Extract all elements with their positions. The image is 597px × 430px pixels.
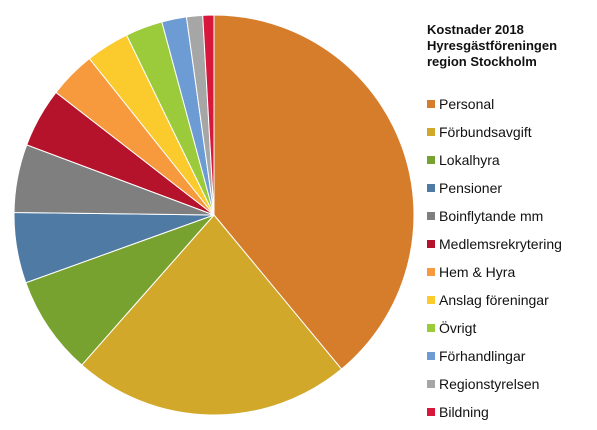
legend-swatch [427, 324, 435, 332]
legend-item: Pensioner [427, 174, 562, 202]
legend-label: Medlemsrekrytering [439, 236, 562, 252]
legend-swatch [427, 296, 435, 304]
legend-item: Lokalhyra [427, 146, 562, 174]
legend-swatch [427, 184, 435, 192]
legend-swatch [427, 240, 435, 248]
chart-legend: Personal Förbundsavgift Lokalhyra Pensioner… [427, 90, 562, 426]
legend-label: Förbundsavgift [439, 124, 532, 140]
pie-slice-personal [213, 14, 415, 370]
legend-swatch [427, 212, 435, 220]
chart-title-line: Kostnader 2018 [427, 22, 524, 37]
chart-title: Kostnader 2018 Hyresgästföreningen regio… [427, 22, 592, 70]
pie-slice-förbundsavgift [81, 214, 343, 416]
legend-item: Hem & Hyra [427, 258, 562, 286]
chart-title-line: Hyresgästföreningen [427, 38, 558, 53]
legend-item: Regionstyrelsen [427, 370, 562, 398]
pie-slices [13, 14, 415, 416]
legend-item: Förbundsavgift [427, 118, 562, 146]
legend-swatch [427, 128, 435, 136]
legend-swatch [427, 352, 435, 360]
legend-label: Övrigt [439, 320, 477, 336]
legend-label: Lokalhyra [439, 152, 500, 168]
legend-item: Anslag föreningar [427, 286, 562, 314]
legend-label: Anslag föreningar [439, 292, 549, 308]
legend-item: Personal [427, 90, 562, 118]
legend-label: Förhandlingar [439, 348, 526, 364]
legend-item: Förhandlingar [427, 342, 562, 370]
legend-swatch [427, 380, 435, 388]
legend-label: Hem & Hyra [439, 264, 516, 280]
legend-label: Personal [439, 96, 495, 112]
legend-swatch [427, 156, 435, 164]
chart-title-line: region Stockholm [427, 54, 537, 69]
legend-swatch [427, 268, 435, 276]
legend-item: Övrigt [427, 314, 562, 342]
legend-swatch [427, 100, 435, 108]
legend-item: Medlemsrekrytering [427, 230, 562, 258]
legend-swatch [427, 408, 435, 416]
legend-item: Boinflytande mm [427, 202, 562, 230]
legend-label: Bildning [439, 404, 489, 420]
legend-label: Pensioner [439, 180, 503, 196]
legend-label: Regionstyrelsen [439, 376, 540, 392]
legend-item: Bildning [427, 398, 562, 426]
legend-label: Boinflytande mm [439, 208, 544, 224]
pie-slice-bildning [202, 14, 215, 216]
pie-slice-lokalhyra [25, 214, 215, 366]
